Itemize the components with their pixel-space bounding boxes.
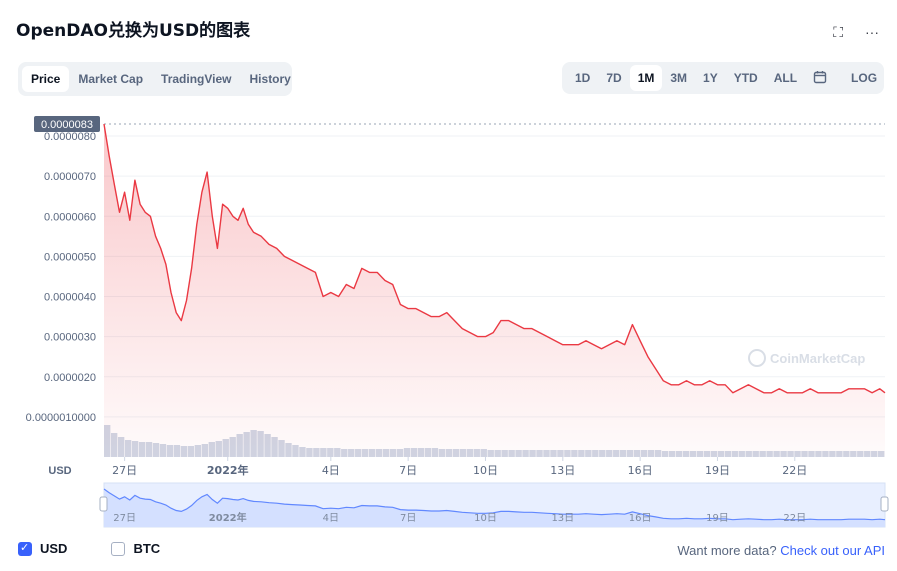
- x-tick-label: 7日: [399, 464, 417, 477]
- navigator-tick-label: 16日: [629, 513, 652, 524]
- range-3m[interactable]: 3M: [670, 71, 688, 85]
- more-data-text: Want more data? Check out our API: [677, 543, 885, 558]
- range-1y[interactable]: 1Y: [703, 71, 718, 85]
- y-tick-label: 0.0000010000: [26, 412, 96, 424]
- range-7d[interactable]: 7D: [606, 71, 622, 85]
- y-tick-label: 0.0000080: [44, 131, 96, 143]
- x-tick-label: 2022年: [207, 463, 249, 477]
- usd-label: USD: [40, 541, 68, 556]
- y-tick-label: 0.0000060: [44, 211, 96, 223]
- navigator-tick-label: 10日: [474, 513, 497, 524]
- api-link[interactable]: Check out our API: [780, 543, 885, 558]
- tab-price[interactable]: Price: [22, 66, 70, 92]
- watermark: CoinMarketCap: [770, 351, 865, 366]
- navigator-tick-label: 2022年: [209, 511, 247, 524]
- price-chart: 0.0000010000 0.0000020 0.0000030 0.0000040 0…: [26, 116, 889, 528]
- navigator-tick-label: 7日: [400, 513, 416, 524]
- more-icon[interactable]: ···: [865, 24, 879, 40]
- navigator-handle-left[interactable]: [99, 496, 108, 512]
- watermark-logo: [748, 349, 766, 367]
- range-selector: 1D 7D 1M 3M 1Y YTD ALL LOG: [562, 62, 884, 94]
- x-tick-label: 22日: [782, 464, 807, 477]
- price-line: [103, 123, 886, 394]
- range-1m[interactable]: 1M: [629, 65, 663, 91]
- tab-market-cap[interactable]: Market Cap: [78, 72, 144, 86]
- navigator-line: [103, 488, 886, 521]
- y-tick-label: 0.0000040: [44, 292, 96, 304]
- calendar-icon[interactable]: [805, 64, 835, 93]
- fullscreen-icon[interactable]: ⛶: [833, 24, 843, 40]
- x-tick-label: 4日: [322, 464, 340, 477]
- tab-tradingview[interactable]: TradingView: [161, 72, 232, 86]
- navigator-tick-label: 19日: [706, 513, 729, 524]
- range-ytd[interactable]: YTD: [733, 71, 758, 85]
- y-tick-label: 0.0000070: [44, 171, 96, 183]
- usd-checkbox[interactable]: [18, 541, 32, 556]
- navigator-tick-label: 27日: [113, 513, 136, 524]
- x-tick-label: 19日: [705, 464, 730, 477]
- y-tick-label: 0.0000020: [44, 372, 96, 384]
- log-toggle[interactable]: LOG: [851, 71, 878, 85]
- navigator-handle-right[interactable]: [880, 496, 889, 512]
- x-tick-label: 27日: [112, 464, 137, 477]
- range-1d[interactable]: 1D: [575, 71, 591, 85]
- current-price-label: 0.0000083: [41, 119, 93, 131]
- x-tick-label: 16日: [628, 464, 653, 477]
- btc-label: BTC: [133, 541, 161, 556]
- tab-history[interactable]: History: [249, 72, 291, 86]
- currency-label: USD: [48, 465, 71, 477]
- navigator-tick-label: 22日: [783, 513, 806, 524]
- x-tick-label: 13日: [550, 464, 575, 477]
- price-area: [104, 124, 885, 457]
- btc-checkbox[interactable]: [111, 541, 126, 556]
- y-tick-label: 0.0000030: [44, 332, 96, 344]
- chart-tabs: Price Market Cap TradingView History: [18, 62, 292, 96]
- current-price-box: [34, 116, 100, 132]
- x-tick-label: 10日: [473, 464, 498, 477]
- navigator-area: [104, 489, 885, 527]
- y-tick-label: 0.0000050: [44, 251, 96, 263]
- navigator-tick-label: 13日: [551, 513, 574, 524]
- page-title: OpenDAO兑换为USD的图表: [16, 21, 251, 41]
- navigator-tick-label: 4日: [323, 513, 339, 524]
- range-all[interactable]: ALL: [773, 71, 798, 85]
